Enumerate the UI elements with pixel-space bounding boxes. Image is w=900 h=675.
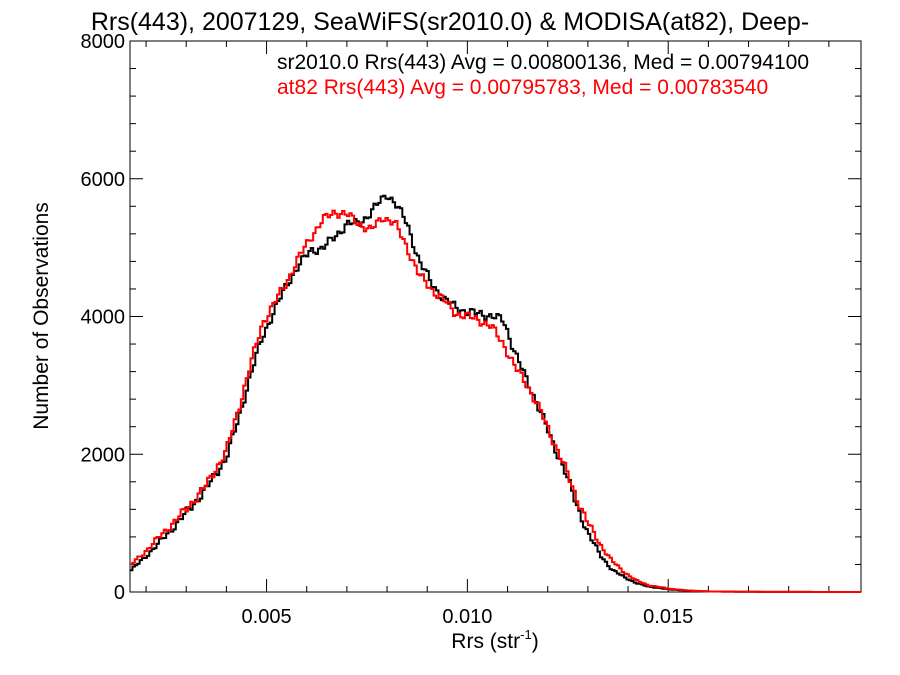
series-line-1	[130, 194, 861, 593]
series-line-2	[130, 209, 861, 593]
series-layer	[130, 194, 861, 593]
x-tick-label: 0.005	[242, 606, 292, 628]
x-axis-label-close: )	[532, 630, 539, 653]
x-axis-label-superscript: -1	[520, 627, 532, 642]
x-tick-label: 0.010	[442, 606, 492, 628]
x-axis-label: Rrs (str-1)	[451, 627, 538, 653]
x-tick-label: 0.015	[643, 606, 693, 628]
legend-entry-1: sr2010.0 Rrs(443) Avg = 0.00800136, Med …	[277, 51, 809, 74]
y-tick-label: 8000	[81, 31, 126, 53]
y-tick-label: 2000	[81, 444, 126, 466]
y-tick-label: 0	[114, 582, 125, 604]
axis-ticks: 0 2000 4000 6000 8000 0.005 0.010 0.015	[81, 31, 861, 628]
y-axis-label: Number of Observations	[30, 202, 53, 430]
y-tick-label: 4000	[81, 307, 126, 329]
legend: sr2010.0 Rrs(443) Avg = 0.00800136, Med …	[277, 51, 809, 99]
y-tick-label: 6000	[81, 169, 126, 191]
chart-title: Rrs(443), 2007129, SeaWiFS(sr2010.0) & M…	[91, 8, 809, 36]
x-axis-label-text: Rrs (str	[451, 630, 520, 653]
legend-entry-2: at82 Rrs(443) Avg = 0.00795783, Med = 0.…	[277, 76, 768, 99]
